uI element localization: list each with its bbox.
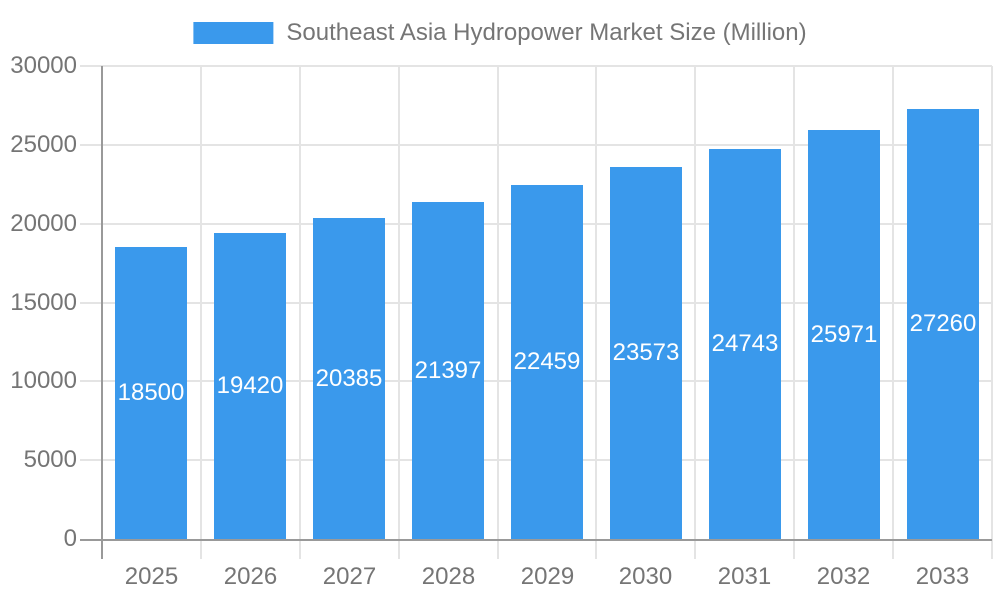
bar-value-label: 18500 (117, 379, 185, 406)
x-axis-tick-label: 2027 (322, 563, 377, 590)
y-axis-tick-label: 20000 (10, 210, 77, 237)
gridline-vertical (793, 66, 795, 559)
bar-value-label: 27260 (909, 310, 977, 337)
bar-2028[interactable]: 21397 (412, 202, 484, 539)
y-axis-line (101, 66, 103, 559)
y-axis-tick-label: 25000 (10, 131, 77, 158)
x-axis-tick-label: 2028 (421, 563, 476, 590)
gridline-vertical (694, 66, 696, 559)
x-axis-tick-label: 2025 (124, 563, 179, 590)
y-axis-tick-label: 5000 (23, 446, 77, 473)
gridline-vertical (497, 66, 499, 559)
bar-2031[interactable]: 24743 (709, 149, 781, 539)
legend-swatch (193, 22, 274, 44)
y-axis-tick-label: 30000 (10, 52, 77, 79)
bar-2027[interactable]: 20385 (313, 218, 385, 539)
gridline-horizontal (80, 144, 992, 146)
bar-value-label: 23573 (612, 339, 680, 366)
gridline-horizontal (80, 65, 992, 67)
bar-value-label: 19420 (216, 372, 284, 399)
x-axis-line (80, 539, 992, 541)
y-axis-tick-label: 15000 (10, 289, 77, 316)
bar-2025[interactable]: 18500 (115, 247, 187, 539)
gridline-vertical (892, 66, 894, 559)
gridline-vertical (398, 66, 400, 559)
x-axis-tick-label: 2026 (223, 563, 278, 590)
bar-value-label: 20385 (315, 364, 383, 392)
x-axis-tick-label: 2029 (520, 563, 575, 590)
gridline-vertical (299, 66, 301, 559)
legend-label: Southeast Asia Hydropower Market Size (M… (286, 19, 807, 46)
x-axis-tick-label: 2031 (717, 563, 772, 590)
y-axis-tick-label: 10000 (10, 367, 77, 394)
x-axis-tick-label: 2030 (618, 563, 673, 590)
bar-2033[interactable]: 27260 (907, 109, 979, 539)
bar-2030[interactable]: 23573 (610, 167, 682, 539)
y-axis-tick-label: 0 (63, 525, 77, 552)
bar-value-label: 25971 (810, 320, 878, 348)
gridline-vertical (595, 66, 597, 559)
gridline-vertical (991, 66, 993, 559)
legend[interactable]: Southeast Asia Hydropower Market Size (M… (193, 19, 807, 46)
bar-value-label: 21397 (414, 356, 482, 384)
x-axis-tick-label: 2032 (816, 563, 871, 590)
bar-2029[interactable]: 22459 (511, 185, 583, 539)
bar-value-label: 24743 (711, 330, 779, 357)
bar-2026[interactable]: 19420 (214, 233, 286, 539)
x-axis-tick-label: 2033 (915, 563, 970, 590)
bar-value-label: 22459 (513, 348, 581, 375)
bar-2032[interactable]: 25971 (808, 130, 880, 539)
gridline-vertical (200, 66, 202, 559)
